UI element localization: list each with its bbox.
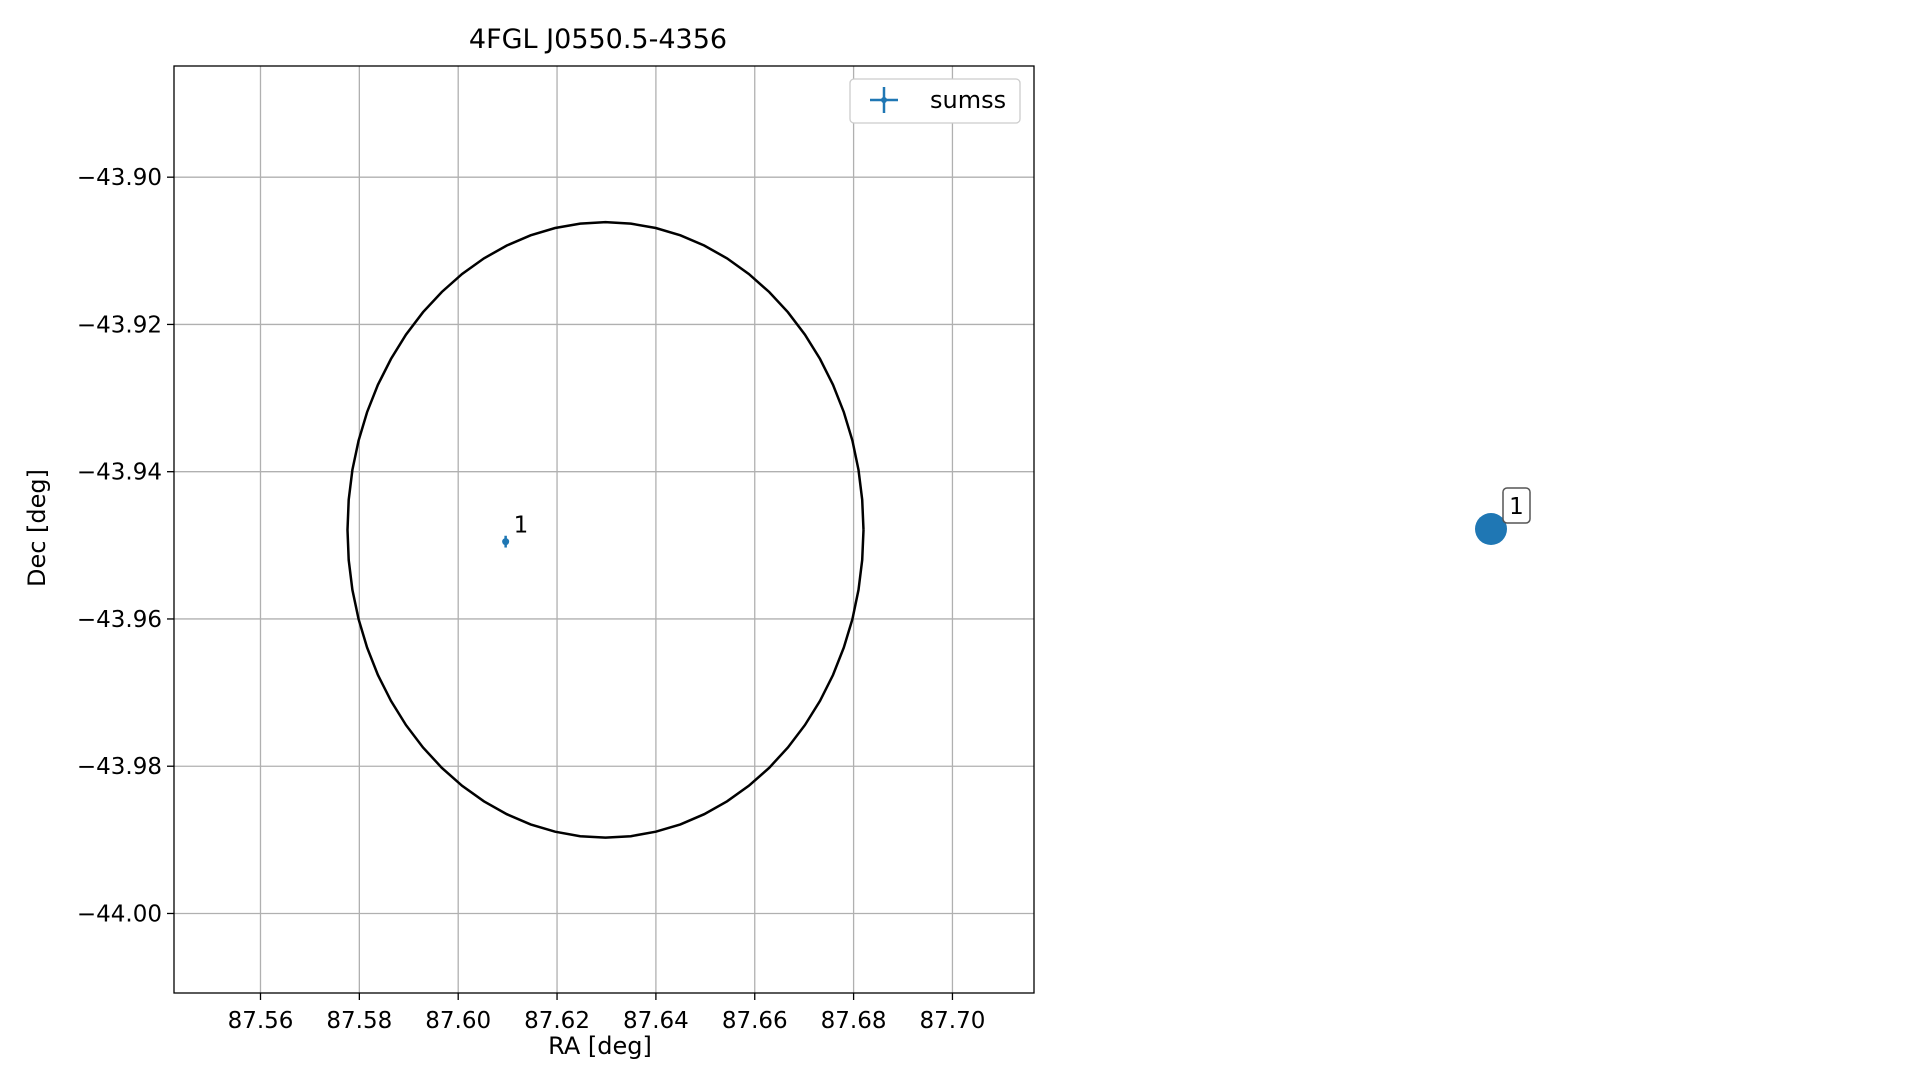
- y-tick-label: −43.90: [77, 165, 162, 191]
- point-label: 1: [514, 513, 529, 539]
- grid: [174, 66, 1034, 993]
- x-tick-label: 87.68: [821, 1008, 887, 1034]
- y-tick-label: −43.92: [77, 312, 162, 338]
- x-axis-ticks: 87.56 87.58 87.60 87.62 87.64 87.66 87.68 87.70: [228, 993, 986, 1034]
- legend-box: [849, 78, 1021, 124]
- source-label: 1: [1509, 494, 1524, 520]
- y-tick-label: −43.94: [77, 460, 162, 486]
- sumss-points: 1: [502, 513, 528, 548]
- localization-ellipse: [346, 220, 865, 839]
- chart-source-marker: 1: [1475, 487, 1531, 545]
- x-tick-label: 87.56: [228, 1008, 294, 1034]
- chart-sky-map: 1 87.56 87.58 87.60 87.62 87.64 87.66 87.68 87.…: [23, 24, 1035, 1060]
- y-tick-label: −43.96: [77, 607, 162, 633]
- x-tick-label: 87.62: [524, 1008, 590, 1034]
- legend-marker-icon: [870, 87, 898, 113]
- source-dot: [1475, 513, 1507, 545]
- source-label-box: [1502, 487, 1531, 524]
- y-axis-label: Dec [deg]: [23, 469, 51, 587]
- x-axis-label: RA [deg]: [548, 1032, 652, 1060]
- x-tick-label: 87.66: [722, 1008, 788, 1034]
- data-point: [502, 538, 510, 546]
- legend: sumss: [849, 78, 1021, 124]
- x-tick-label: 87.64: [623, 1008, 689, 1034]
- x-tick-label: 87.58: [326, 1008, 392, 1034]
- x-tick-label: 87.70: [920, 1008, 986, 1034]
- chart-title: 4FGL J0550.5-4356: [469, 24, 727, 55]
- y-tick-label: −44.00: [77, 901, 162, 927]
- y-axis-ticks: −43.90 −43.92 −43.94 −43.96 −43.98 −44.00: [77, 165, 174, 927]
- x-tick-label: 87.60: [425, 1008, 491, 1034]
- y-tick-label: −43.98: [77, 754, 162, 780]
- plot-frame: [173, 65, 1035, 994]
- legend-label-sumss: sumss: [930, 86, 1006, 114]
